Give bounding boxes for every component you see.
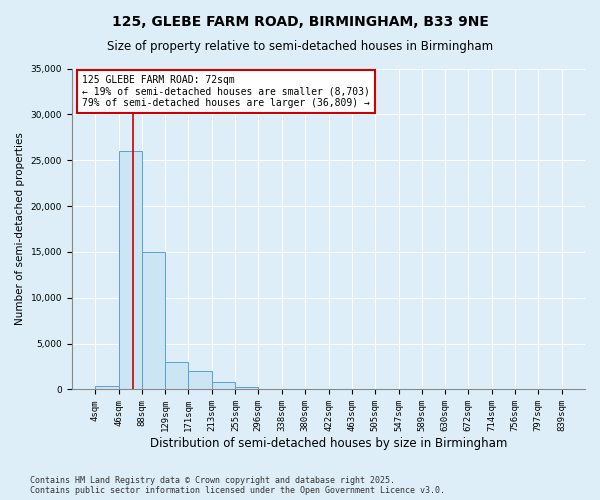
Bar <box>142 252 165 390</box>
Bar <box>119 151 142 390</box>
Y-axis label: Number of semi-detached properties: Number of semi-detached properties <box>15 132 25 326</box>
Bar <box>235 386 258 390</box>
Text: 125, GLEBE FARM ROAD, BIRMINGHAM, B33 9NE: 125, GLEBE FARM ROAD, BIRMINGHAM, B33 9N… <box>112 15 488 29</box>
Bar <box>165 362 188 390</box>
Bar <box>95 386 119 390</box>
Text: 125 GLEBE FARM ROAD: 72sqm
← 19% of semi-detached houses are smaller (8,703)
79%: 125 GLEBE FARM ROAD: 72sqm ← 19% of semi… <box>82 75 370 108</box>
Bar <box>212 382 235 390</box>
Bar <box>258 388 282 390</box>
Text: Size of property relative to semi-detached houses in Birmingham: Size of property relative to semi-detach… <box>107 40 493 53</box>
Bar <box>188 371 212 390</box>
X-axis label: Distribution of semi-detached houses by size in Birmingham: Distribution of semi-detached houses by … <box>150 437 507 450</box>
Text: Contains HM Land Registry data © Crown copyright and database right 2025.
Contai: Contains HM Land Registry data © Crown c… <box>30 476 445 495</box>
